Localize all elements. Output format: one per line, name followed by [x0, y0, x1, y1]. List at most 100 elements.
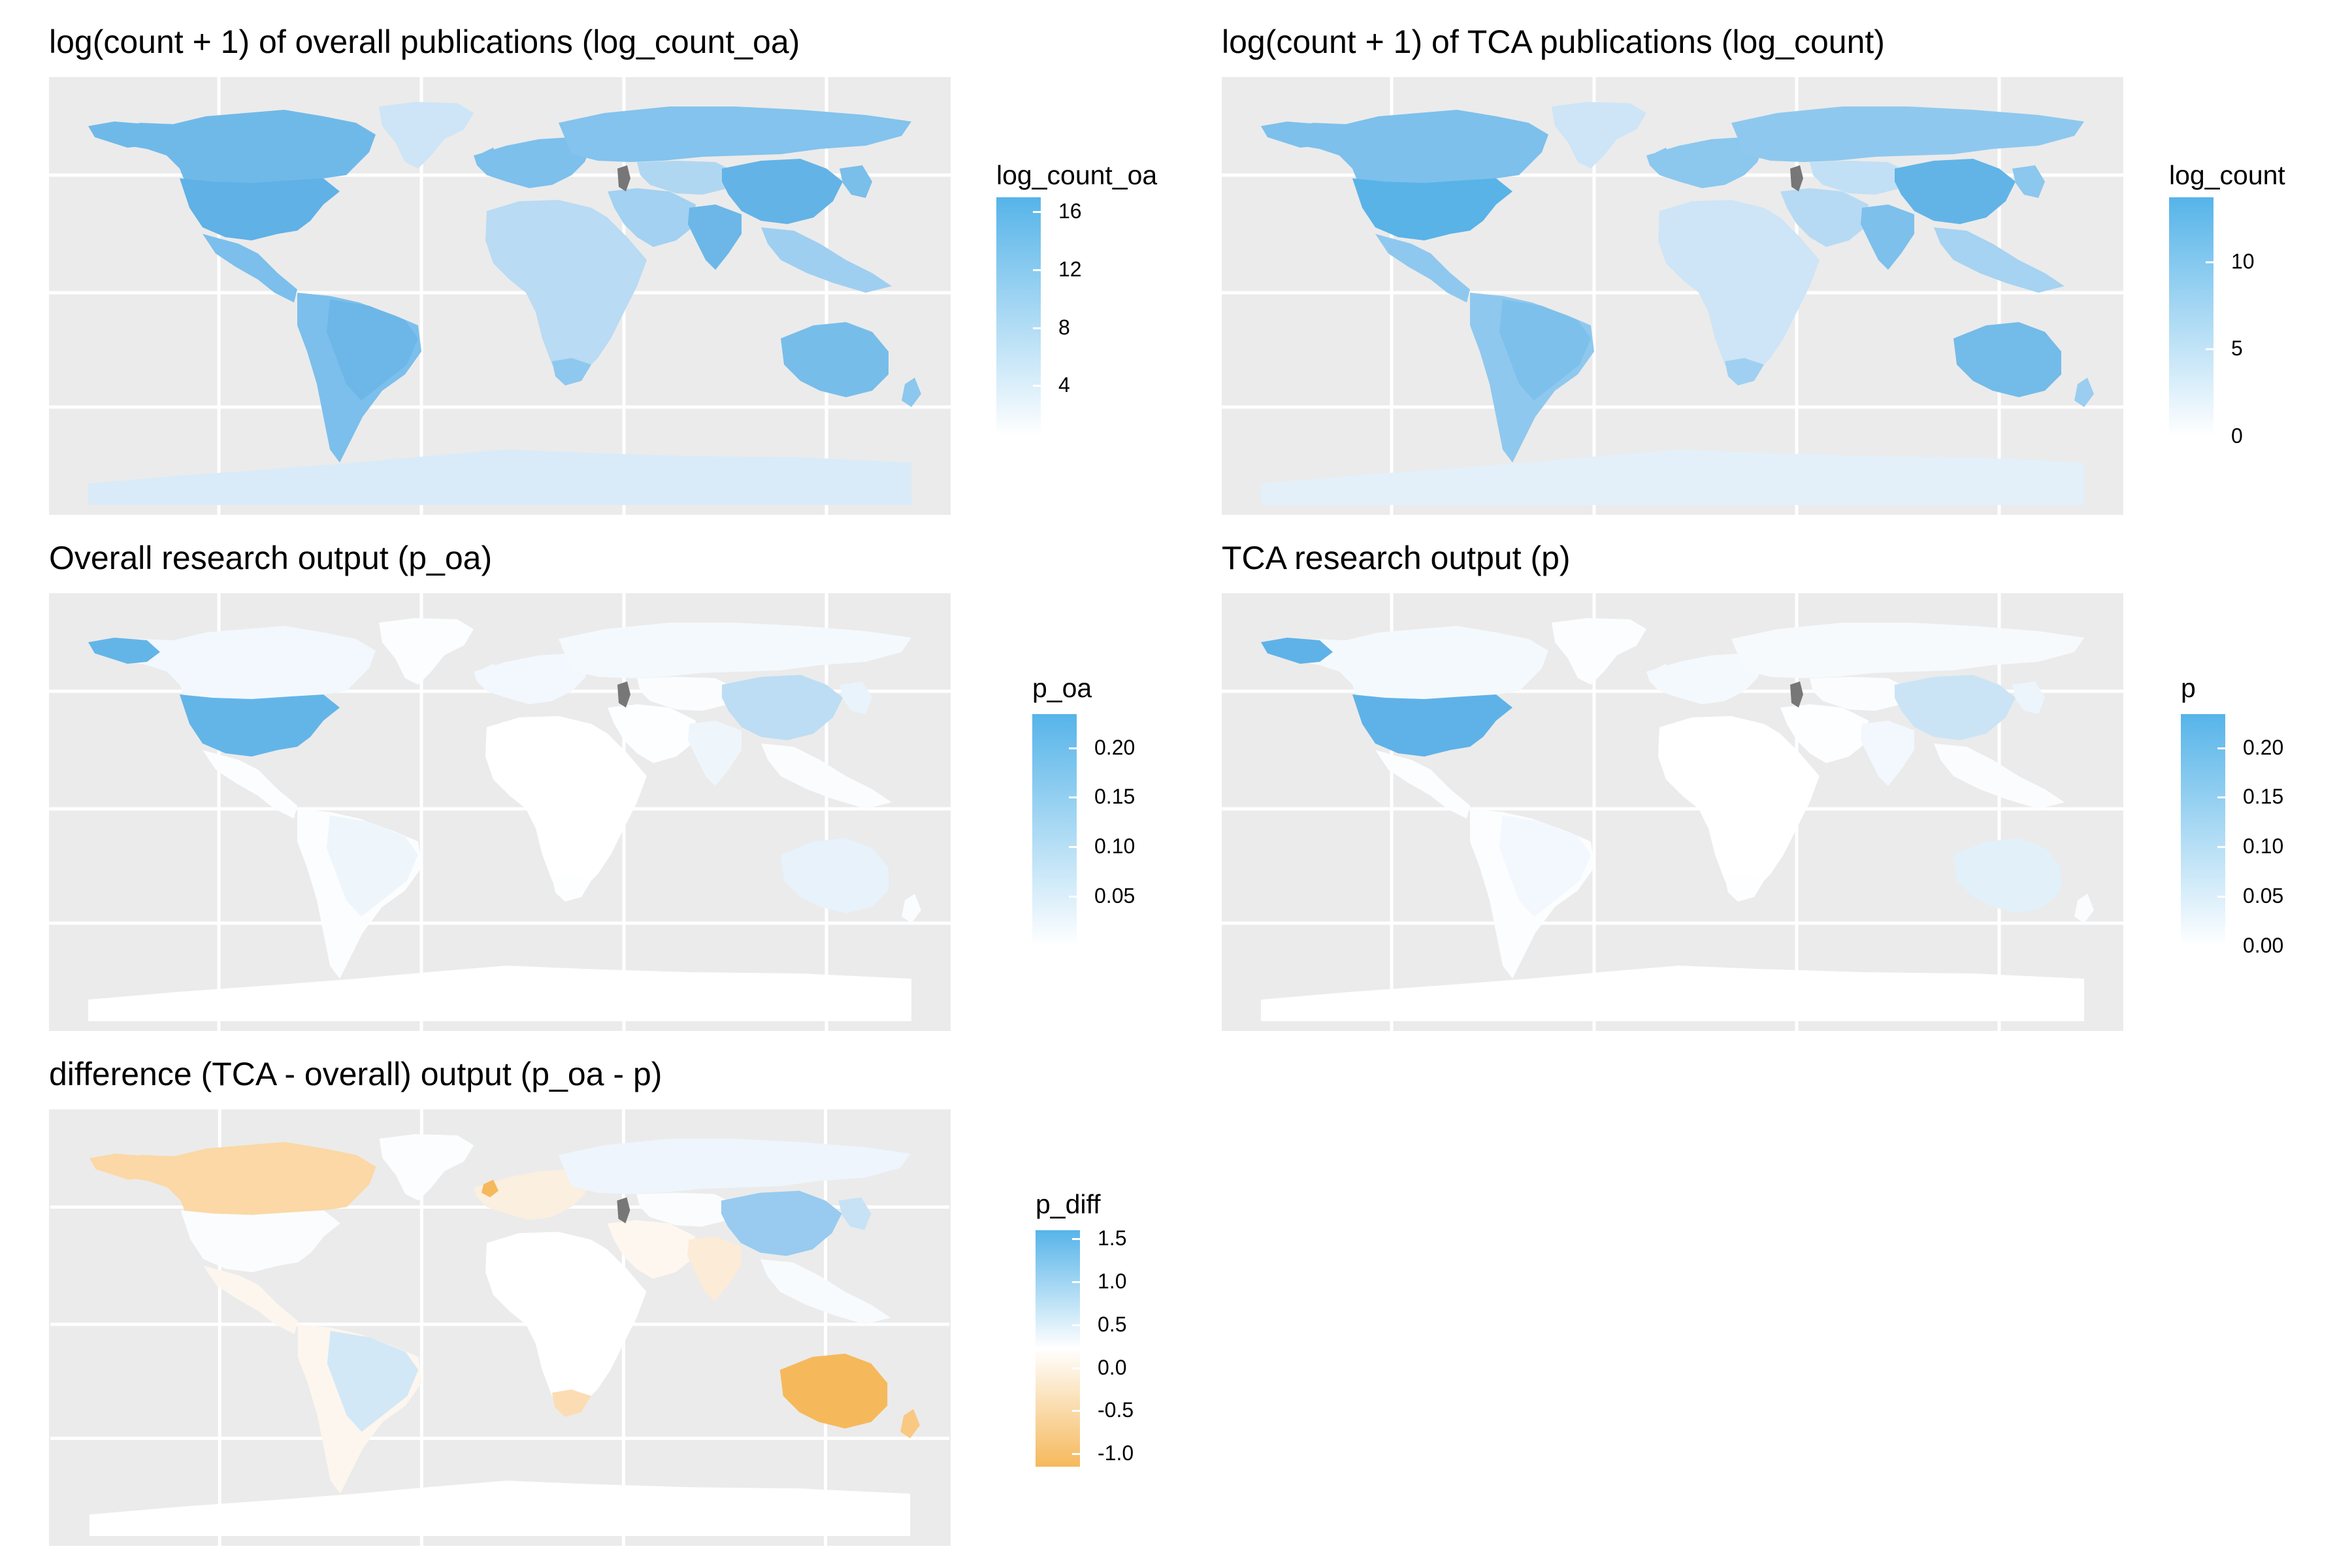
region-new-zealand [902, 894, 921, 923]
legend-tick-label: 0.10 [2243, 834, 2284, 858]
world-map [49, 77, 951, 515]
region-russia [1731, 623, 2084, 678]
legend-tick-label: 0 [2231, 424, 2243, 448]
legend-tick-label: 8 [1058, 315, 1070, 339]
region-southeast-asia [761, 743, 892, 809]
legend-tickmark [1072, 1238, 1080, 1241]
region-india [1861, 721, 1914, 786]
region-africa [1658, 200, 1820, 384]
region-greenland [379, 1134, 474, 1201]
region-greenland [1552, 618, 1646, 685]
legend-tickmark [2217, 747, 2225, 749]
region-africa [485, 716, 647, 900]
region-new-zealand [2074, 378, 2094, 407]
legend-tick-label: 0.20 [2243, 735, 2284, 759]
legend-tickmark [1033, 211, 1041, 214]
legend-tick-label: 12 [1058, 257, 1082, 281]
region-new-zealand [900, 1409, 921, 1439]
region-north-america [1284, 626, 1548, 710]
region-india [688, 204, 742, 270]
region-uk [1654, 664, 1671, 681]
region-antarctica [1261, 966, 2084, 1021]
region-brazil [1499, 299, 1591, 400]
region-europe [474, 653, 591, 704]
region-india [688, 721, 742, 786]
region-caspian [617, 165, 630, 191]
region-east-asia [838, 1197, 872, 1230]
region-europe [474, 1169, 591, 1220]
legend-title: p_diff [1036, 1189, 1101, 1219]
region-usa [180, 178, 340, 240]
region-south-africa [552, 358, 591, 385]
region-antarctica [88, 966, 911, 1021]
region-caspian [617, 681, 630, 708]
world-map [1222, 77, 2123, 515]
legend-tick-label: 0.5 [1098, 1312, 1127, 1336]
region-north-america [112, 1141, 376, 1226]
legend-tickmark [1033, 385, 1041, 387]
legend-tickmark [1072, 1367, 1080, 1369]
region-mexico-central [1375, 750, 1470, 819]
region-india [1861, 204, 1914, 270]
region-southeast-asia [1934, 227, 2065, 293]
region-north-america [111, 110, 376, 193]
legend-title: log_count [2169, 160, 2285, 190]
panel-title: log(count + 1) of overall publications (… [49, 24, 800, 60]
legend-tickmark [1033, 269, 1041, 271]
region-greenland [1552, 102, 1646, 169]
region-russia [559, 623, 911, 678]
map-svg [1222, 593, 2123, 1031]
region-southeast-asia [760, 1259, 891, 1325]
legend-tick-label: 1.0 [1098, 1269, 1127, 1293]
region-australia [1953, 322, 2061, 397]
legend-colorbar [1036, 1230, 1080, 1467]
legend-tick-label: 0.00 [2243, 934, 2284, 957]
region-antarctica [88, 449, 911, 505]
region-alaska [1261, 638, 1333, 664]
legend-tick-label: -0.5 [1098, 1398, 1134, 1422]
region-europe [474, 137, 591, 188]
legend-title: log_count_oa [996, 160, 1158, 190]
region-east-asia [2012, 165, 2045, 198]
legend-tickmark [2217, 796, 2225, 799]
panel-title: Overall research output (p_oa) [49, 540, 493, 576]
map-svg [49, 593, 951, 1031]
region-usa [1352, 178, 1512, 240]
legend-tick-label: 10 [2231, 249, 2255, 273]
region-north-america [1284, 110, 1548, 193]
region-brazil [327, 815, 418, 917]
legend-title: p_oa [1032, 673, 1092, 703]
map-svg [50, 1109, 949, 1546]
region-southeast-asia [1934, 743, 2065, 809]
region-north-america [111, 626, 376, 710]
region-new-zealand [902, 378, 921, 407]
region-alaska [1261, 122, 1333, 148]
region-new-zealand [2074, 894, 2094, 923]
region-central-asia [1810, 677, 1908, 711]
region-central-asia [637, 161, 735, 195]
region-central-asia [636, 1192, 734, 1227]
legend-tick-label: 16 [1058, 199, 1082, 223]
region-russia [558, 1138, 911, 1194]
legend-tickmark [1069, 747, 1077, 749]
region-china [1895, 159, 2016, 224]
panel-title: log(count + 1) of TCA publications (log_… [1222, 24, 1885, 60]
legend-tickmark [2217, 896, 2225, 898]
region-usa [180, 1210, 340, 1273]
legend-title: p [2181, 673, 2196, 703]
region-usa [180, 694, 340, 757]
legend-tickmark [1069, 896, 1077, 898]
region-uk [1654, 148, 1671, 165]
region-middle-east [608, 188, 696, 247]
region-brazil [327, 1330, 419, 1432]
legend-tickmark [1069, 846, 1077, 849]
world-map [49, 1109, 951, 1546]
region-antarctica [89, 1480, 911, 1537]
legend-tickmark [2206, 348, 2213, 351]
legend-tickmark [1072, 1324, 1080, 1326]
region-caspian [617, 1197, 630, 1224]
region-mexico-central [203, 1266, 298, 1334]
legend-tick-label: 0.20 [1094, 735, 1135, 759]
region-caspian [1790, 165, 1803, 191]
panel-title: difference (TCA - overall) output (p_oa … [49, 1056, 662, 1092]
